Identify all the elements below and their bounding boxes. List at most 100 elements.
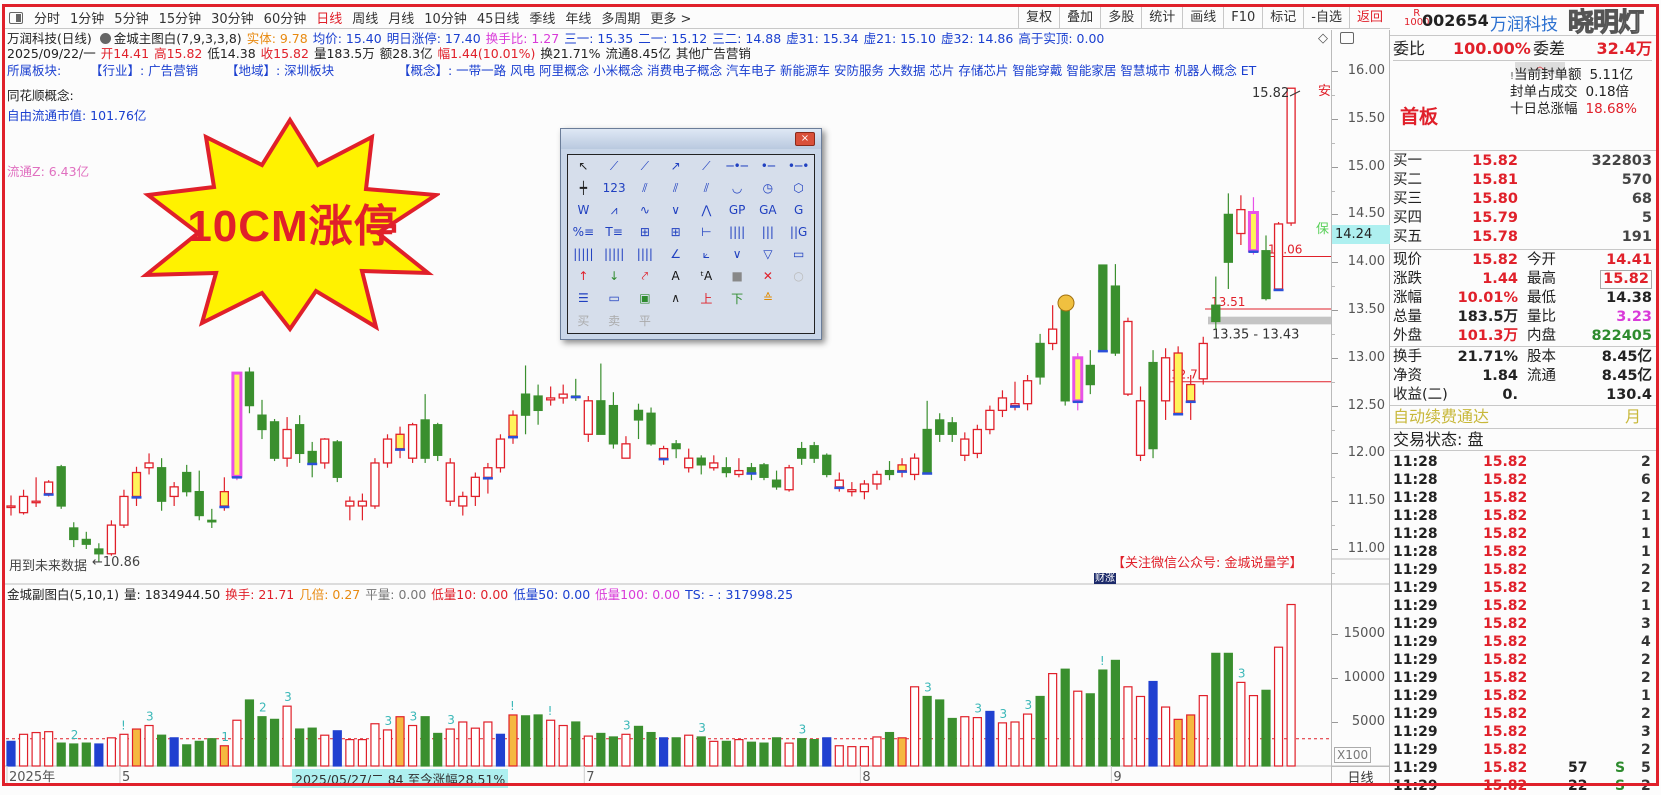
candle[interactable] (985, 405, 995, 435)
period-tab[interactable]: 周线 (352, 12, 379, 27)
candle[interactable] (433, 422, 443, 462)
candle[interactable] (1010, 381, 1020, 411)
level-mark-icon[interactable]: ≙ (762, 291, 773, 305)
arrow-line-icon[interactable]: ⤤ (641, 268, 649, 283)
line-icon[interactable]: ⟋ (640, 158, 650, 173)
candle[interactable] (520, 365, 531, 435)
candle[interactable] (721, 457, 731, 478)
candle[interactable] (294, 415, 305, 463)
candle[interactable] (1247, 197, 1259, 255)
period-tab[interactable]: 更多 > (650, 12, 692, 27)
candle[interactable] (395, 426, 406, 459)
candle[interactable] (633, 403, 644, 440)
diamond-icon[interactable]: ◇ (1318, 31, 1328, 46)
fan-lines-icon[interactable]: ⟀ (702, 246, 710, 261)
period-tab[interactable]: 日线 (316, 12, 343, 27)
candle[interactable] (546, 386, 556, 406)
candle[interactable] (709, 455, 719, 471)
candle[interactable] (1135, 386, 1146, 462)
region-tag[interactable]: 【地域】: 深圳板块 (226, 63, 335, 78)
rectangle-icon[interactable]: ▭ (792, 247, 805, 261)
up-arrow-icon[interactable]: ↑ (578, 269, 589, 283)
bid-row[interactable]: 买五 15.78 191 (1393, 229, 1652, 245)
candle[interactable] (658, 445, 669, 465)
candle[interactable] (307, 441, 318, 478)
toolbar-button[interactable]: 叠加 (1059, 7, 1100, 29)
delete-icon[interactable]: ✕ (762, 269, 773, 283)
bid-row[interactable]: 买四 15.79 5 (1393, 210, 1652, 226)
collapse-chevron-icon[interactable]: ︿ (1515, 62, 1565, 74)
candle[interactable] (621, 436, 631, 459)
triangle-icon[interactable]: ▽ (763, 247, 773, 261)
toolbar-button[interactable]: 多股 (1100, 7, 1141, 29)
candle[interactable] (482, 462, 493, 494)
toolbox-close-button[interactable]: × (795, 132, 815, 146)
trend-line-icon[interactable]: ⟋ (702, 158, 711, 173)
candle[interactable] (6, 495, 16, 516)
candle[interactable] (884, 461, 895, 481)
export-icon[interactable]: ▣ (639, 291, 651, 305)
candle[interactable] (1211, 276, 1221, 330)
candle[interactable] (357, 493, 368, 521)
candle[interactable] (922, 400, 933, 475)
ruler-icon[interactable]: ▭ (608, 291, 620, 305)
candle[interactable] (972, 424, 982, 459)
candle[interactable] (94, 543, 104, 563)
candle[interactable] (1072, 353, 1084, 411)
parallel-lines-icon[interactable]: ⫽ (672, 180, 679, 195)
candle[interactable] (671, 440, 681, 459)
candle[interactable] (1097, 264, 1108, 353)
time-lines-3-icon[interactable]: |||| (636, 247, 653, 261)
axis-toggle-icon[interactable] (1340, 32, 1354, 44)
candle[interactable] (219, 477, 230, 511)
period-tab[interactable]: 30分钟 (211, 12, 254, 27)
circle-icon[interactable]: ◷ (762, 181, 774, 195)
cursor-icon[interactable]: ↖ (578, 159, 589, 173)
candle[interactable] (1123, 317, 1133, 397)
candle[interactable] (997, 390, 1008, 418)
up-mark-icon[interactable]: 上 (700, 291, 713, 306)
candle[interactable] (558, 384, 568, 404)
candle[interactable] (1185, 375, 1196, 420)
candle[interactable] (269, 418, 280, 462)
wave-icon[interactable]: W (577, 203, 590, 217)
horizontal-segment-icon[interactable]: ─•─ (726, 159, 748, 173)
candle[interactable] (734, 458, 744, 478)
fibonacci-time-icon[interactable]: ||| (761, 225, 774, 239)
candle[interactable] (822, 453, 832, 478)
candle[interactable] (1198, 336, 1208, 385)
candle[interactable] (345, 496, 355, 521)
candle[interactable] (533, 384, 543, 425)
candle[interactable] (960, 432, 970, 462)
candle[interactable] (947, 417, 957, 442)
candle[interactable] (759, 462, 769, 481)
candle[interactable] (847, 482, 857, 497)
candle[interactable] (18, 489, 29, 515)
text-lines-icon[interactable]: T≡ (605, 225, 623, 239)
line-segment-icon[interactable]: ⟋ (609, 158, 619, 173)
candle[interactable] (784, 464, 794, 492)
down-mark-icon[interactable]: 下 (731, 291, 744, 306)
bid-row[interactable]: 买二 15.81 570 (1393, 172, 1652, 188)
candle[interactable] (646, 407, 656, 446)
price-label-icon[interactable]: 123 (602, 181, 626, 195)
gann-g-icon[interactable]: G (793, 203, 804, 217)
candle[interactable] (231, 371, 243, 481)
candle[interactable] (583, 396, 593, 442)
candle[interactable] (445, 458, 455, 506)
time-lines-2-icon[interactable]: ||||| (604, 247, 625, 261)
horizontal-ray-icon[interactable]: •─ (760, 159, 776, 173)
time-lines-icon[interactable]: ||||| (573, 247, 594, 261)
candle[interactable] (1173, 346, 1184, 416)
candle[interactable] (257, 399, 267, 440)
candle[interactable] (872, 470, 882, 490)
candle[interactable] (1261, 235, 1271, 301)
toolbar-button[interactable]: 统计 (1141, 7, 1182, 29)
toolbox-titlebar[interactable]: × (561, 129, 821, 149)
fan-grid-icon[interactable]: ⊞ (639, 225, 650, 239)
promo-banner[interactable]: 自动续费通达月 (1393, 407, 1642, 426)
candle[interactable] (370, 458, 380, 509)
candle[interactable] (495, 434, 506, 473)
horizontal-line-icon[interactable]: •─• (787, 159, 810, 173)
